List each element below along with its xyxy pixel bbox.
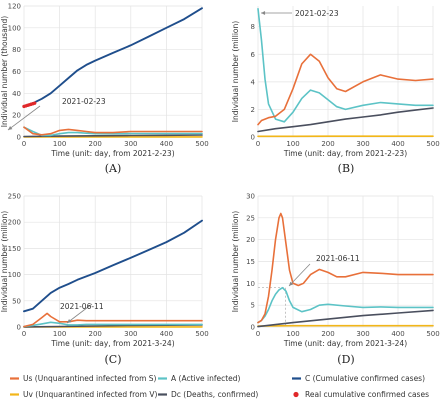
x-tick-label: 200	[89, 330, 102, 338]
panel-2: 0 2 4 6 8 0 100 200 300 400 500 Time (unit: day, fr…	[231, 6, 440, 175]
y-tick-label: 50	[12, 297, 21, 305]
y-tick-label: 60	[12, 68, 21, 76]
y-tick-label: 100	[8, 271, 21, 279]
series-line-us	[257, 212, 434, 324]
x-tick-label: 100	[53, 330, 66, 338]
x-tick-label: 100	[286, 330, 299, 338]
y-tick-label: 0	[17, 134, 21, 142]
y-tick-label: 20	[12, 112, 21, 120]
y-tick-label: 10	[246, 280, 255, 288]
x-axis-label: Time (unit: day, from 2021-2-23)	[50, 149, 174, 158]
x-tick-label: 200	[321, 330, 334, 338]
y-tick-label: 200	[8, 219, 21, 227]
series-line-a	[257, 8, 434, 123]
x-tick-label: 400	[160, 330, 173, 338]
x-tick-label: 500	[195, 140, 208, 148]
panel-3: 0 50 100 150 200 250 0 100 200 300 400 500 Time (uni…	[0, 193, 209, 367]
legend-label-dc: Dc (Deaths, confirmed)	[171, 390, 258, 399]
x-tick-label: 500	[426, 140, 439, 148]
annotation-label: 2021-06-11	[316, 254, 360, 263]
series-line-a	[23, 321, 203, 328]
panel-label: (B)	[338, 162, 355, 175]
y-tick-label: 150	[8, 245, 21, 253]
x-tick-label: 0	[256, 330, 260, 338]
x-tick-label: 300	[124, 140, 137, 148]
panel-label: (C)	[105, 353, 122, 366]
y-tick-label: 250	[8, 193, 21, 201]
x-tick-label: 300	[356, 330, 369, 338]
x-tick-label: 400	[160, 140, 173, 148]
x-tick-label: 200	[321, 140, 334, 148]
y-axis-label: Individual number (million)	[231, 211, 240, 312]
legend-label-real: Real cumulative confirmed cases	[305, 390, 429, 399]
annotation-arrow	[288, 263, 311, 287]
x-tick-label: 0	[256, 140, 260, 148]
y-tick-label: 8	[251, 23, 255, 31]
legend-marker-real	[293, 391, 299, 398]
annotation-label: 2021-02-23	[62, 97, 106, 106]
legend-label-a: A (Active infected)	[171, 374, 241, 383]
y-axis-label: Individual number (million)	[231, 21, 240, 122]
series-line-dc	[257, 107, 434, 133]
x-tick-label: 400	[391, 330, 404, 338]
y-tick-label: 2	[251, 106, 255, 114]
x-tick-label: 200	[89, 140, 102, 148]
x-axis-label: Time (unit: day, from 2021-3-24)	[283, 339, 407, 348]
y-axis-label: Individual number (thousand)	[0, 16, 9, 128]
annotation-label: 2021-06-11	[60, 302, 104, 311]
x-tick-label: 100	[53, 140, 66, 148]
series-line-dc	[23, 134, 203, 138]
y-tick-label: 80	[12, 46, 21, 54]
annotation-arrow	[66, 303, 93, 324]
y-axis-label: Individual number (million)	[0, 211, 9, 312]
x-tick-label: 500	[195, 330, 208, 338]
series-line-us	[23, 312, 203, 328]
legend-label-us: Us (Unquarantined infected from S)	[23, 374, 157, 383]
annotation-arrowhead	[8, 126, 13, 130]
y-tick-label: 100	[8, 24, 21, 32]
legend-label-uv: Uv (Unquarantined infected from V)	[23, 390, 157, 399]
series-line-dc	[257, 309, 434, 328]
x-tick-label: 100	[286, 140, 299, 148]
y-tick-label: 6	[251, 51, 256, 59]
series-line-us	[257, 53, 434, 126]
y-tick-label: 15	[246, 258, 255, 266]
series-line-c	[23, 7, 203, 108]
real-confirmed-dot	[32, 101, 37, 105]
annotation-arrowhead	[67, 318, 72, 323]
panel-label: (D)	[337, 353, 354, 366]
x-tick-label: 0	[22, 140, 26, 148]
annotation-arrowhead	[261, 11, 266, 15]
series-line-us	[23, 126, 203, 136]
x-axis-label: Time (unit: day, from 2021-2-23)	[283, 149, 407, 158]
x-tick-label: 300	[356, 140, 369, 148]
panel-label: (A)	[105, 162, 122, 175]
y-tick-label: 0	[251, 134, 255, 142]
series-line-a	[257, 286, 434, 324]
x-tick-label: 0	[22, 330, 26, 338]
series-line-c	[23, 219, 203, 313]
y-tick-label: 20	[246, 236, 255, 244]
y-tick-label: 120	[8, 3, 21, 11]
legend-label-c: C (Cumulative confirmed cases)	[305, 374, 425, 383]
annotation-label: 2021-02-23	[295, 9, 339, 18]
x-tick-label: 400	[391, 140, 404, 148]
x-tick-label: 500	[426, 330, 439, 338]
y-tick-label: 0	[251, 324, 255, 332]
legend: Us (Unquarantined infected from S) A (Act…	[10, 374, 429, 399]
y-tick-label: 40	[12, 90, 21, 98]
panel-1: 0 20 40 60 80 100 120 0 100 200 300 400 500 Time (uni…	[0, 3, 209, 176]
y-tick-label: 0	[17, 324, 21, 332]
x-axis-label: Time (unit: day, from 2021-3-24)	[50, 339, 174, 348]
y-tick-label: 25	[246, 214, 255, 222]
annotation-arrow	[7, 105, 41, 131]
x-tick-label: 300	[124, 330, 137, 338]
y-tick-label: 30	[246, 193, 255, 201]
series-line-a	[23, 126, 203, 137]
annotation-arrowhead	[289, 281, 294, 286]
y-tick-label: 5	[251, 302, 255, 310]
y-tick-label: 4	[251, 78, 256, 86]
